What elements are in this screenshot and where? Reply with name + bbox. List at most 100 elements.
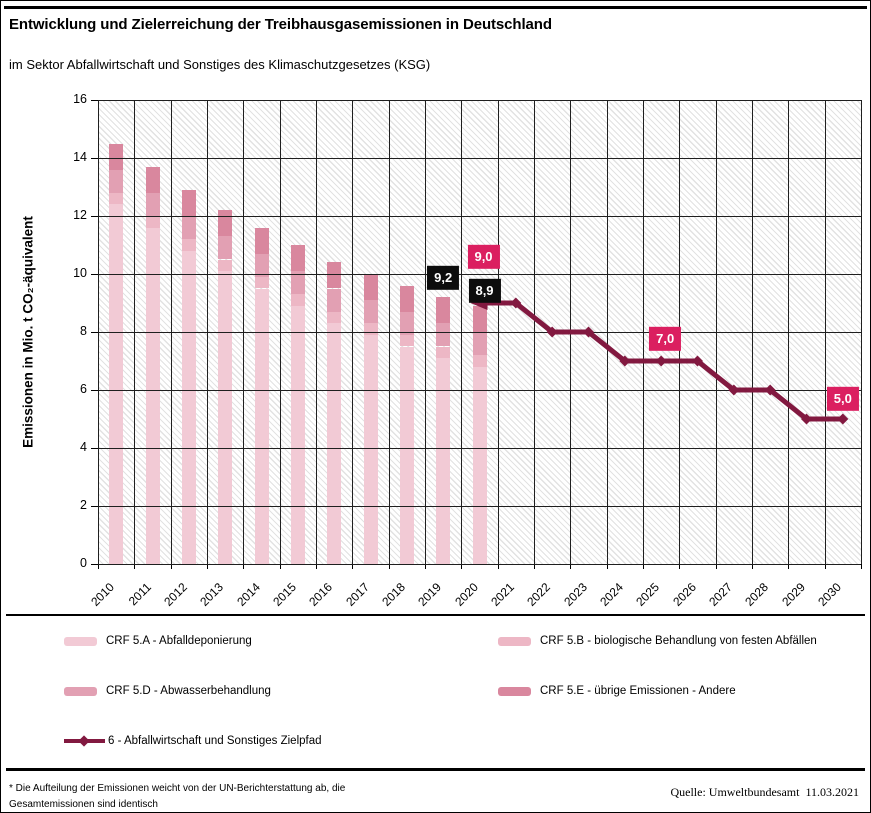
bar-segment-2012-s1 <box>181 239 196 251</box>
legend-item-crf-5d: CRF 5.D - Abwasserbehandlung <box>64 684 271 698</box>
legend-swatch-crf-5e <box>498 686 531 696</box>
bar-segment-2011-s3 <box>145 166 160 193</box>
grid-vline <box>861 100 862 564</box>
legend-label-crf-5e: CRF 5.E - übrige Emissionen - Andere <box>540 685 736 697</box>
bar-segment-2020-s2 <box>472 332 487 356</box>
footnote-line1: * Die Aufteilung der Emissionen weicht v… <box>9 783 346 794</box>
grid-hline <box>98 100 861 101</box>
bar-segment-2013-s1 <box>218 259 233 272</box>
zielpfad-line <box>470 296 849 425</box>
grid-hline <box>98 390 861 391</box>
x-tick-label-2014: 2014 <box>233 580 263 609</box>
bar-segment-2011-s0 <box>145 227 160 564</box>
y-tick <box>91 274 98 275</box>
x-tick <box>134 564 136 569</box>
x-tick-label-2027: 2027 <box>705 580 735 609</box>
legend-label-crf-5d: CRF 5.D - Abwasserbehandlung <box>106 685 271 697</box>
x-tick-label-2020: 2020 <box>451 580 481 609</box>
bar-segment-2016-s0 <box>327 323 342 564</box>
data-label-8-9: 8,9 <box>468 278 501 303</box>
x-tick <box>497 564 499 569</box>
bar-segment-2018-s3 <box>399 285 414 312</box>
bar-segment-2015-s1 <box>290 294 305 306</box>
bar-segment-2012-s3 <box>181 189 196 216</box>
x-tick-label-2013: 2013 <box>197 580 227 609</box>
legend-label-crf-5a: CRF 5.A - Abfalldeponierung <box>106 635 252 647</box>
data-label-layer: 9,2 9,0 8,9 7,0 5,0 <box>98 100 861 564</box>
legend-label-zielpfad: 6 - Abfallwirtschaft und Sonstiges Zielp… <box>108 735 322 747</box>
x-tick <box>279 564 281 569</box>
legend-item-crf-5e: CRF 5.E - übrige Emissionen - Andere <box>498 684 736 698</box>
bar-segment-2020-s1 <box>472 355 487 367</box>
x-tick <box>861 564 862 569</box>
x-tick-label-2024: 2024 <box>596 580 626 609</box>
x-tick-label-2030: 2030 <box>814 580 844 609</box>
y-tick-label: 10 <box>73 266 87 280</box>
x-tick <box>824 564 826 569</box>
bar-segment-2016-s1 <box>327 311 342 324</box>
bar-segment-2015-s0 <box>290 305 305 564</box>
grid-hline <box>98 158 861 159</box>
grid-hline <box>98 274 861 275</box>
data-label-9-2: 9,2 <box>427 266 460 291</box>
bar-segment-2014-s3 <box>254 227 269 254</box>
y-tick <box>91 564 98 565</box>
bar-segment-2014-s1 <box>254 276 269 289</box>
y-tick-label: 16 <box>73 92 87 106</box>
legend-line-marker <box>64 734 105 748</box>
zielpfad-marker <box>510 297 522 309</box>
x-tick-label-2017: 2017 <box>342 580 372 609</box>
bar-segment-2010-s2 <box>109 169 124 193</box>
bar-segment-2017-s3 <box>363 274 378 301</box>
x-tick-label-2029: 2029 <box>778 580 808 609</box>
y-tick-label: 6 <box>80 382 87 396</box>
data-label-7-0: 7,0 <box>649 326 682 351</box>
x-tick <box>98 564 99 569</box>
chart-subtitle: im Sektor Abfallwirtschaft und Sonstiges… <box>9 57 431 72</box>
x-tick <box>788 564 790 569</box>
y-tick <box>91 100 98 101</box>
bar-segment-2019-s0 <box>436 358 451 564</box>
x-tick-label-2015: 2015 <box>269 580 299 609</box>
x-tick-label-2010: 2010 <box>88 580 118 609</box>
legend-swatch-crf-5d <box>64 686 97 696</box>
zielpfad-marker <box>728 384 740 396</box>
zielpfad-marker <box>546 326 558 338</box>
y-tick <box>91 506 98 507</box>
bar-segment-2013-s0 <box>218 271 233 564</box>
grid-hline <box>98 564 861 565</box>
y-tick <box>91 390 98 391</box>
x-tick <box>425 564 426 569</box>
x-tick-label-2028: 2028 <box>742 580 772 609</box>
top-rule <box>4 6 867 9</box>
zielpfad-marker <box>692 355 703 367</box>
legend-item-crf-5b: CRF 5.B - biologische Behandlung von fes… <box>498 634 817 648</box>
x-tick-label-2019: 2019 <box>415 580 445 609</box>
bar-segment-2012-s0 <box>181 250 196 564</box>
bar-segment-2017-s2 <box>363 300 378 324</box>
y-tick-label: 2 <box>80 498 87 512</box>
grid-hline <box>98 216 861 217</box>
x-tick <box>352 564 354 569</box>
grid-hline <box>98 506 861 507</box>
zielpfad-marker <box>619 355 631 367</box>
x-tick <box>715 564 717 569</box>
x-tick-label-2011: 2011 <box>125 580 154 609</box>
x-tick <box>461 564 463 569</box>
bar-segment-2010-s3 <box>109 143 124 170</box>
bar-segment-2020-s0 <box>472 366 487 564</box>
bar-segment-2012-s2 <box>181 216 196 240</box>
y-tick <box>91 448 98 449</box>
chart-title: Entwicklung und Zielerreichung der Treib… <box>9 16 552 33</box>
x-tick <box>170 564 172 569</box>
x-tick <box>679 564 681 569</box>
plot-area: 9,2 9,0 8,9 7,0 5,0 <box>98 100 862 565</box>
bar-segment-2014-s2 <box>254 253 269 277</box>
line-layer <box>98 100 861 564</box>
bar-segment-2011-s2 <box>145 192 160 216</box>
footnote-line2: Gesamtemissionen sind identisch <box>9 799 158 810</box>
x-tick-label-2016: 2016 <box>306 580 336 609</box>
bar-segment-2019-s1 <box>436 346 451 359</box>
bar-segment-2018-s0 <box>399 346 414 564</box>
